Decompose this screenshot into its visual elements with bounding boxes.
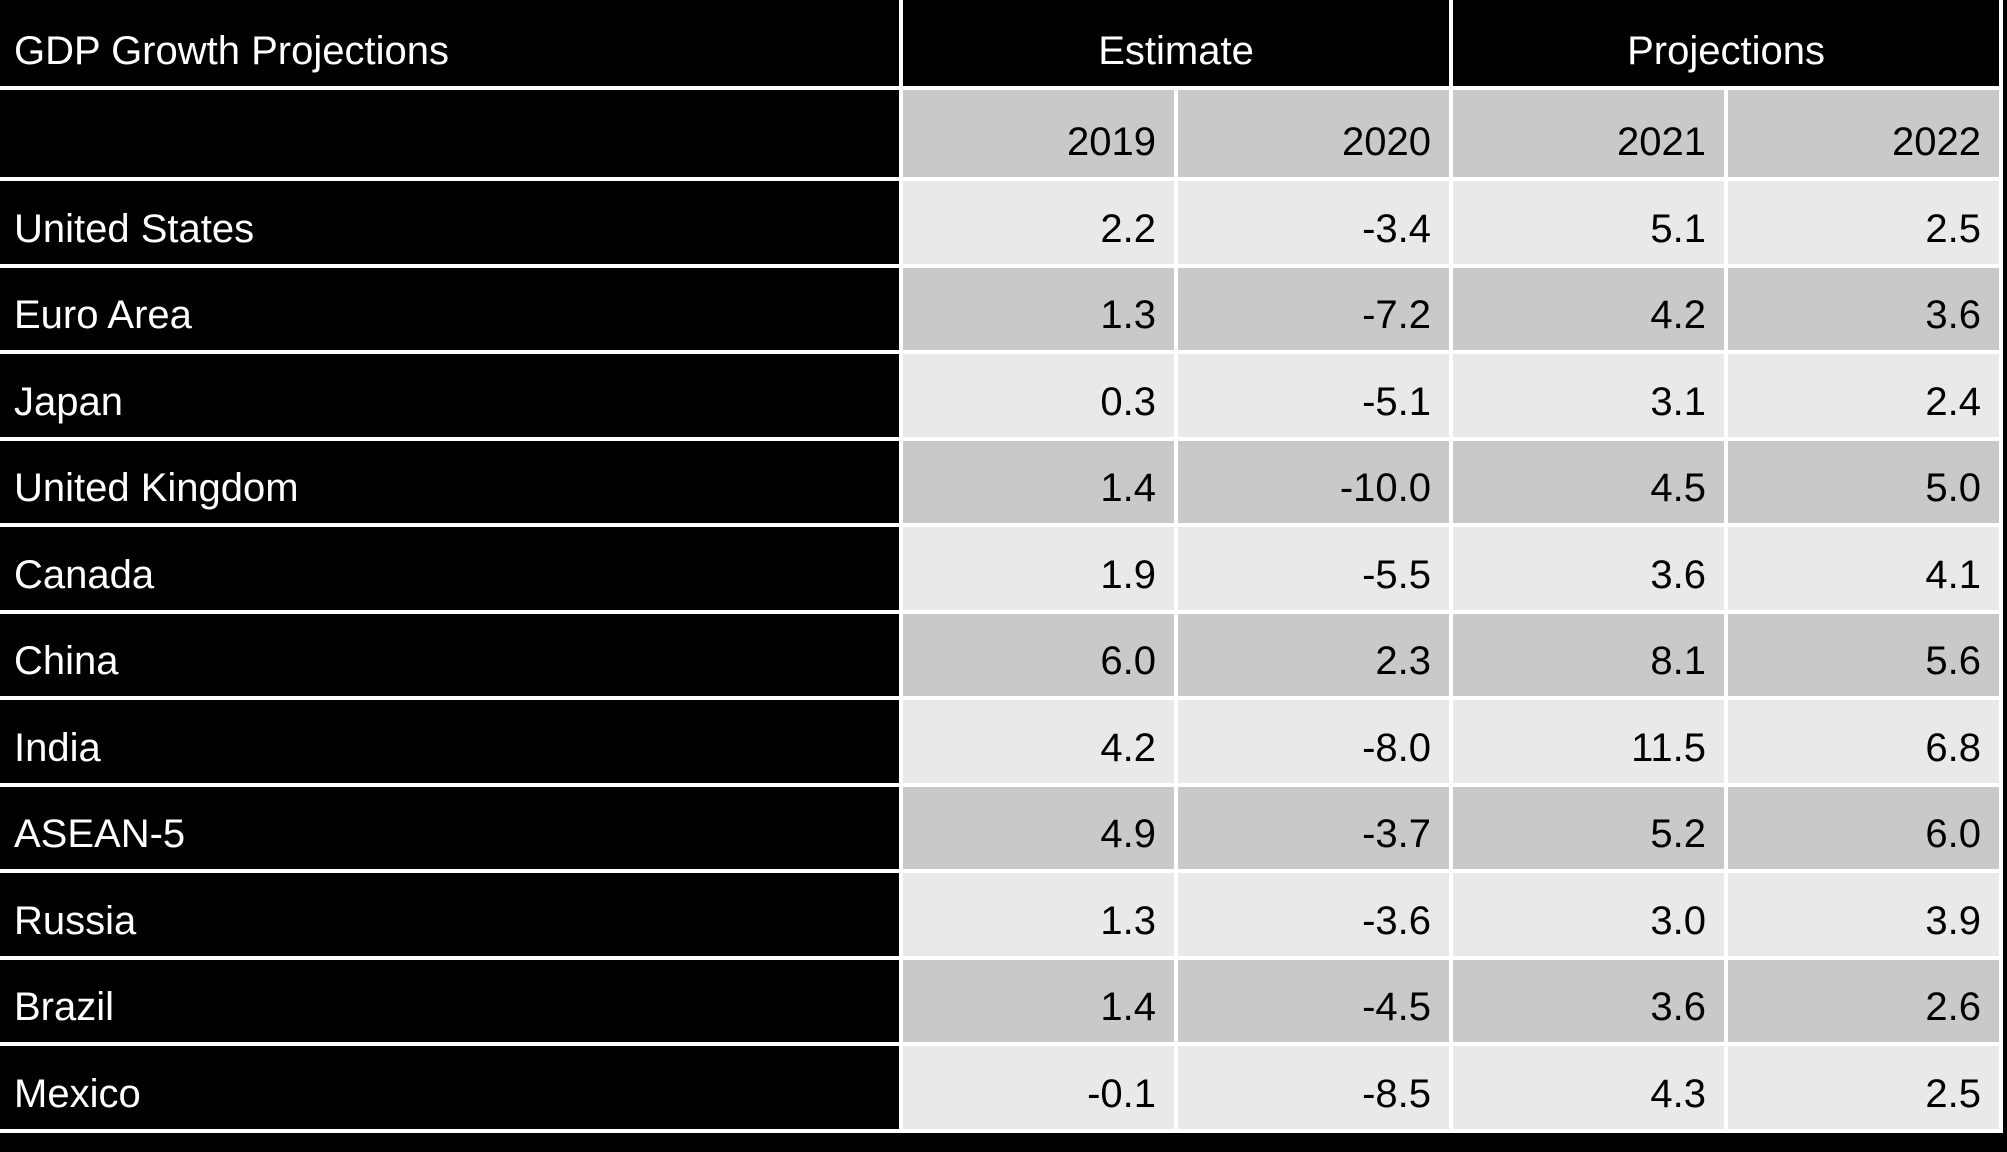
value-cell: -8.5 xyxy=(1176,1044,1454,1133)
value-cell: 4.3 xyxy=(1451,1044,1729,1133)
row-label-cell: India xyxy=(0,698,903,787)
table-row: Japan 0.3 -5.1 3.1 2.4 xyxy=(0,352,2004,441)
year-header: 2021 xyxy=(1451,88,1729,181)
value-cell: 1.3 xyxy=(901,265,1178,354)
row-label-cell: Japan xyxy=(0,352,903,441)
row-label-cell: United Kingdom xyxy=(0,438,903,527)
value-cell: 5.0 xyxy=(1726,438,2004,527)
row-label-cell: Canada xyxy=(0,525,903,614)
value-cell: 6.0 xyxy=(1726,784,2004,873)
value-cell: -10.0 xyxy=(1176,438,1454,527)
table-header: GDP Growth Projections Estimate Projecti… xyxy=(0,0,2004,181)
row-label-cell: ASEAN-5 xyxy=(0,784,903,873)
value-cell: 4.1 xyxy=(1726,525,2004,614)
value-cell: 1.4 xyxy=(901,957,1178,1046)
value-cell: -3.7 xyxy=(1176,784,1454,873)
row-label-cell: Euro Area xyxy=(0,265,903,354)
value-cell: 2.4 xyxy=(1726,352,2004,441)
value-cell: 5.1 xyxy=(1451,179,1729,268)
value-cell: 2.3 xyxy=(1176,611,1454,700)
value-cell: -8.0 xyxy=(1176,698,1454,787)
table-row: Mexico -0.1 -8.5 4.3 2.5 xyxy=(0,1044,2004,1133)
value-cell: 8.1 xyxy=(1451,611,1729,700)
value-cell: -3.4 xyxy=(1176,179,1454,268)
year-header: 2022 xyxy=(1726,88,2004,181)
value-cell: 6.0 xyxy=(901,611,1178,700)
value-cell: 4.2 xyxy=(1451,265,1729,354)
col-group-header-estimate: Estimate xyxy=(901,0,1454,90)
value-cell: -4.5 xyxy=(1176,957,1454,1046)
row-label-cell: Brazil xyxy=(0,957,903,1046)
table-row: United Kingdom 1.4 -10.0 4.5 5.0 xyxy=(0,438,2004,527)
value-cell: -3.6 xyxy=(1176,871,1454,960)
value-cell: 2.6 xyxy=(1726,957,2004,1046)
col-group-header-projections: Projections xyxy=(1451,0,2004,90)
value-cell: 1.3 xyxy=(901,871,1178,960)
value-cell: 3.6 xyxy=(1451,525,1729,614)
value-cell: 2.2 xyxy=(901,179,1178,268)
value-cell: 4.5 xyxy=(1451,438,1729,527)
table-row: Russia 1.3 -3.6 3.0 3.9 xyxy=(0,871,2004,960)
table-row: Canada 1.9 -5.5 3.6 4.1 xyxy=(0,525,2004,614)
value-cell: 2.5 xyxy=(1726,1044,2004,1133)
header-group-row: GDP Growth Projections Estimate Projecti… xyxy=(0,0,2004,90)
table-body: United States 2.2 -3.4 5.1 2.5 Euro Area… xyxy=(0,179,2004,1133)
table-row: India 4.2 -8.0 11.5 6.8 xyxy=(0,698,2004,787)
value-cell: 3.6 xyxy=(1451,957,1729,1046)
header-years-row: 2019 2020 2021 2022 xyxy=(0,88,2004,181)
value-cell: -7.2 xyxy=(1176,265,1454,354)
value-cell: 5.2 xyxy=(1451,784,1729,873)
value-cell: -5.1 xyxy=(1176,352,1454,441)
row-label-cell: Russia xyxy=(0,871,903,960)
value-cell: 0.3 xyxy=(901,352,1178,441)
year-header: 2019 xyxy=(901,88,1178,181)
value-cell: 3.0 xyxy=(1451,871,1729,960)
value-cell: 1.4 xyxy=(901,438,1178,527)
table-row: China 6.0 2.3 8.1 5.6 xyxy=(0,611,2004,700)
value-cell: 3.9 xyxy=(1726,871,2004,960)
value-cell: 4.9 xyxy=(901,784,1178,873)
row-label-cell: China xyxy=(0,611,903,700)
value-cell: 4.2 xyxy=(901,698,1178,787)
value-cell: 3.1 xyxy=(1451,352,1729,441)
value-cell: -5.5 xyxy=(1176,525,1454,614)
year-header: 2020 xyxy=(1176,88,1454,181)
value-cell: 1.9 xyxy=(901,525,1178,614)
value-cell: 3.6 xyxy=(1726,265,2004,354)
corner-cell xyxy=(0,88,903,181)
value-cell: 5.6 xyxy=(1726,611,2004,700)
row-label-cell: United States xyxy=(0,179,903,268)
table-row: Euro Area 1.3 -7.2 4.2 3.6 xyxy=(0,265,2004,354)
row-label-cell: Mexico xyxy=(0,1044,903,1133)
table-row: United States 2.2 -3.4 5.1 2.5 xyxy=(0,179,2004,268)
value-cell: 2.5 xyxy=(1726,179,2004,268)
value-cell: 6.8 xyxy=(1726,698,2004,787)
value-cell: -0.1 xyxy=(901,1044,1178,1133)
table-row: ASEAN-5 4.9 -3.7 5.2 6.0 xyxy=(0,784,2004,873)
table-title: GDP Growth Projections xyxy=(0,0,903,90)
value-cell: 11.5 xyxy=(1451,698,1729,787)
table-row: Brazil 1.4 -4.5 3.6 2.6 xyxy=(0,957,2004,1046)
